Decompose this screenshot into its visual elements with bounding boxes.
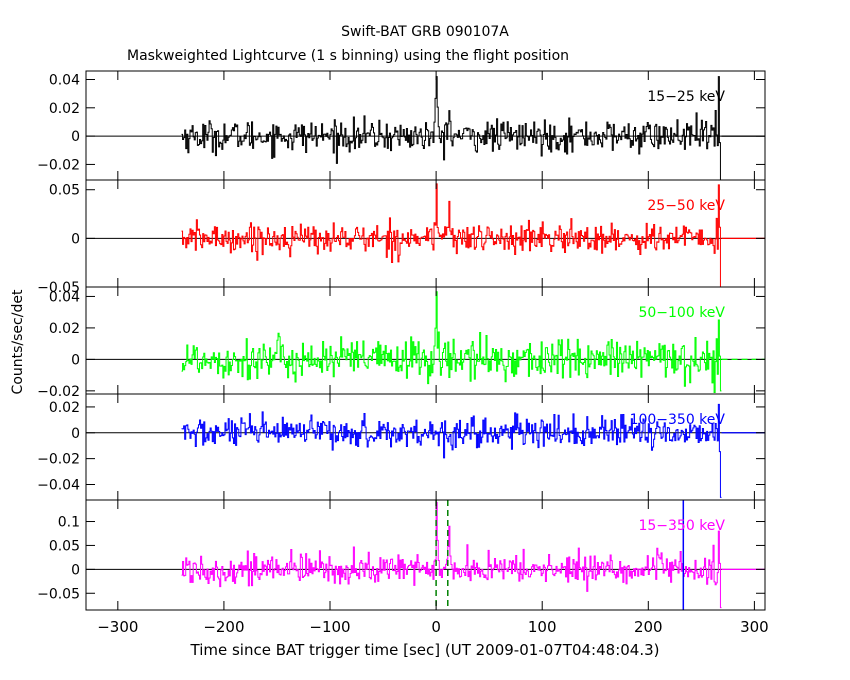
y-tick-label: −0.04 [37, 477, 80, 493]
y-tick-label: 0.04 [49, 72, 80, 88]
x-tick-label: −300 [97, 618, 138, 636]
panel-1: −0.02 0 0.02 0.04 15−25 keV [37, 70, 766, 181]
series-line [181, 183, 722, 288]
x-tick-label: −200 [203, 618, 244, 636]
panel-frame [85, 499, 766, 611]
x-tick-labels: −300 −200 −100 0 100 200 300 [97, 618, 768, 636]
y-tick-label: 0 [71, 426, 80, 442]
band-label: 15−350 keV [638, 518, 725, 534]
y-tick-label: 0 [71, 231, 80, 247]
chart-title: Swift-BAT GRB 090107A [341, 24, 509, 40]
panel-frame [85, 179, 766, 288]
y-tick-label: 0.02 [49, 321, 80, 337]
y-tick-label: 0.02 [49, 400, 80, 416]
series-line [181, 501, 722, 609]
y-tick-label: −0.02 [37, 452, 80, 468]
panel-frame [85, 393, 766, 501]
y-tick-label: 0 [71, 129, 80, 145]
x-tick-label: 100 [528, 618, 557, 636]
band-label: 15−25 keV [647, 89, 725, 105]
x-tick-label: 200 [634, 618, 663, 636]
y-tick-label: 0 [71, 352, 80, 368]
panel-3: −0.02 0 0.02 0.04 50−100 keV [37, 286, 766, 400]
panel-5: −0.05 0 0.05 0.1 15−350 keV [37, 499, 766, 611]
band-label: 100−350 keV [630, 412, 726, 428]
chart-subtitle: Maskweighted Lightcurve (1 s binning) us… [127, 48, 569, 64]
panel-2: −0.05 0 0.05 25−50 keV [37, 179, 766, 296]
y-tick-label: −0.05 [37, 280, 80, 296]
panels-group: −0.02 0 0.02 0.04 15−25 keV −0.05 0 0.05 25−50 k… [37, 70, 766, 611]
y-tick-label: −0.02 [37, 384, 80, 400]
y-tick-label: 0.04 [49, 289, 80, 305]
x-tick-label: 0 [431, 618, 441, 636]
panel-frame [85, 286, 766, 395]
y-axis-label: Counts/sec/det [10, 289, 26, 394]
band-label: 25−50 keV [647, 198, 725, 214]
series-line [181, 76, 722, 181]
band-label: 50−100 keV [638, 305, 725, 321]
y-tick-label: 0.1 [58, 515, 80, 531]
y-tick-label: 0.05 [49, 183, 80, 199]
series-line [181, 403, 722, 498]
y-tick-label: −0.05 [37, 586, 80, 602]
panel-4: −0.04 −0.02 0 0.02 100−350 keV [37, 393, 766, 501]
x-axis-label: Time since BAT trigger time [sec] (UT 20… [190, 641, 660, 659]
x-tick-label: −100 [309, 618, 350, 636]
y-tick-label: 0 [71, 562, 80, 578]
y-tick-label: −0.02 [37, 157, 80, 173]
x-tick-label: 300 [740, 618, 769, 636]
y-tick-label: 0.02 [49, 101, 80, 117]
series-line [181, 291, 722, 393]
y-tick-label: 0.05 [49, 538, 80, 554]
